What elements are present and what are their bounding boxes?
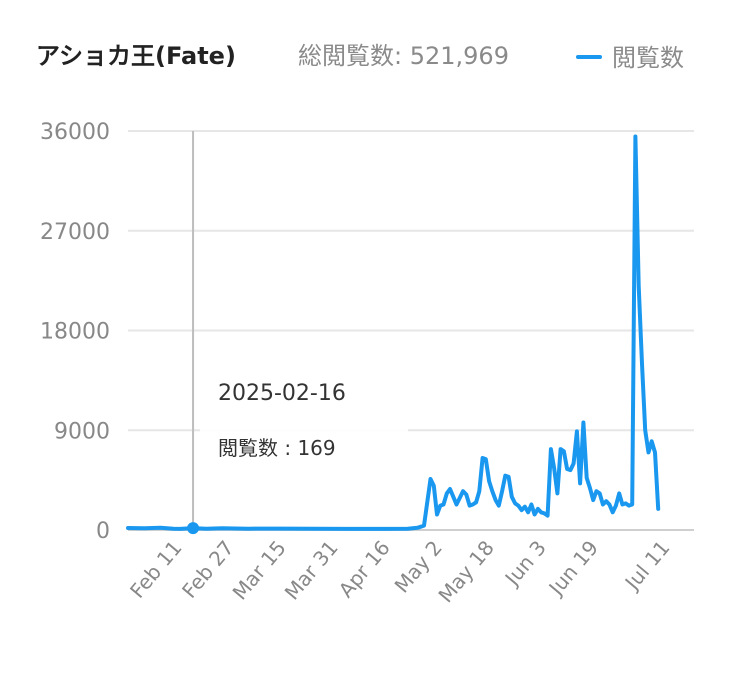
x-tick-label: Feb 27 xyxy=(177,536,239,603)
x-tick-label: Jun 19 xyxy=(543,536,603,601)
x-tick-label: Mar 31 xyxy=(280,536,343,605)
y-tick-label: 0 xyxy=(96,519,110,544)
x-tick-label: Apr 16 xyxy=(334,536,395,602)
y-tick-label: 9000 xyxy=(54,419,110,444)
series-line-views[interactable] xyxy=(126,134,661,531)
tooltip: 2025-02-16 閲覧数 : 169 xyxy=(200,360,408,478)
x-tick-label: May 18 xyxy=(433,536,498,607)
x-tick-label: Jul 11 xyxy=(619,536,675,596)
tooltip-value: 閲覧数 : 169 xyxy=(218,436,336,460)
hover-point[interactable] xyxy=(187,522,200,535)
legend-swatch xyxy=(576,55,602,59)
chart-title: アショカ王(Fate) xyxy=(36,42,236,70)
tooltip-box xyxy=(200,360,408,478)
x-tick-label: Feb 11 xyxy=(125,536,187,603)
y-tick-label: 36000 xyxy=(40,120,110,145)
y-tick-label: 18000 xyxy=(40,320,110,345)
x-tick-label: Mar 15 xyxy=(228,536,291,605)
total-views-label: 総閲覧数: 521,969 xyxy=(298,42,509,70)
legend-label: 閲覧数 xyxy=(612,44,684,72)
tooltip-date: 2025-02-16 xyxy=(218,381,346,406)
y-axis: 0 9000 18000 27000 36000 xyxy=(40,120,110,544)
chart-header: アショカ王(Fate) 総閲覧数: 521,969 閲覧数 xyxy=(36,28,726,78)
x-tick-label: Jun 3 xyxy=(499,536,551,592)
y-tick-label: 27000 xyxy=(40,220,110,245)
